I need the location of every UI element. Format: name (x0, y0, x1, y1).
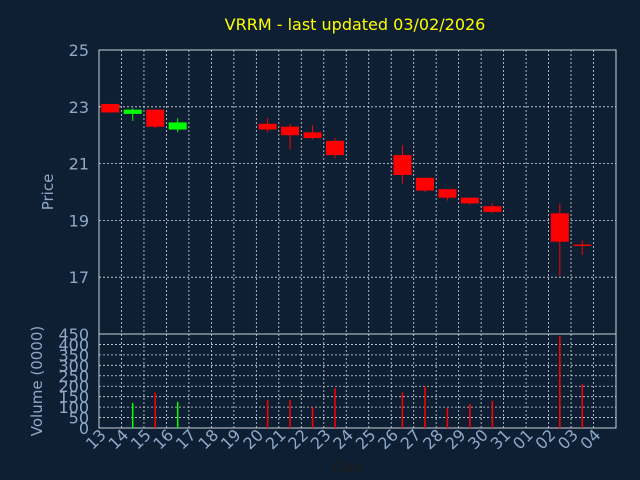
price-y-tick-labels: 17 19 21 23 25 (69, 41, 89, 287)
volume-y-tick-label: 50 (69, 409, 89, 428)
price-y-tick-label: 17 (69, 268, 89, 287)
volume-y-tick-label: 450 (58, 325, 89, 344)
volume-bar (581, 384, 584, 428)
volume-bar (559, 336, 561, 428)
candle-body (146, 109, 165, 127)
volume-bar (131, 402, 134, 428)
volume-y-tick-label: 400 (58, 335, 89, 354)
volume-y-axis-label: Volume (0000) (28, 326, 46, 436)
candle-body (258, 123, 277, 130)
volume-bar (311, 407, 314, 428)
volume-y-tick-label: 150 (58, 388, 89, 407)
price-panel: 17 19 21 23 25 Price (39, 41, 617, 335)
candle-body (101, 103, 120, 113)
volume-y-tick-label: 250 (58, 367, 89, 386)
candle-body (573, 244, 592, 246)
candle-body (438, 189, 457, 198)
price-y-tick-label: 23 (69, 98, 89, 117)
volume-bar (289, 399, 291, 428)
volume-grid (99, 334, 616, 428)
volume-bar (334, 388, 336, 428)
volume-bar (176, 401, 179, 428)
candle-body (415, 177, 434, 191)
price-y-tick-label: 25 (69, 41, 89, 60)
price-y-axis-label: Price (39, 174, 57, 211)
volume-y-tick-label: 300 (58, 356, 89, 375)
volume-y-tick-label: 200 (58, 377, 89, 396)
volume-plot-frame (98, 333, 617, 429)
candle-body (123, 109, 142, 114)
candles (101, 103, 592, 276)
candle-body (303, 132, 322, 139)
candle-body (326, 140, 345, 156)
price-grid (99, 50, 616, 334)
volume-bars (131, 336, 584, 428)
price-y-tick-label: 19 (69, 211, 89, 230)
x-tick-labels: 1314151617181920212223242526272829303101… (82, 425, 604, 453)
candle-body (168, 122, 187, 130)
candle-body (393, 155, 412, 175)
x-tick-label: 04 (577, 425, 605, 453)
candle-body (460, 197, 479, 204)
volume-bar (154, 392, 156, 428)
volume-bar (446, 408, 449, 428)
volume-y-tick-label: 100 (58, 398, 89, 417)
candle-body (550, 213, 569, 242)
volume-y-tick-label: 0 (79, 419, 89, 438)
candle-body (281, 126, 300, 136)
volume-bar (401, 392, 404, 428)
volume-bar (469, 403, 471, 428)
volume-bar (266, 399, 269, 428)
candle-body (483, 206, 502, 212)
volume-y-tick-label: 350 (58, 346, 89, 365)
x-axis-label: Day (333, 458, 363, 476)
volume-bar (491, 400, 494, 428)
price-plot-frame (98, 49, 617, 335)
price-y-tick-label: 21 (69, 155, 89, 174)
chart-title: VRRM - last updated 03/02/2026 (225, 15, 486, 34)
volume-bar (424, 386, 426, 428)
